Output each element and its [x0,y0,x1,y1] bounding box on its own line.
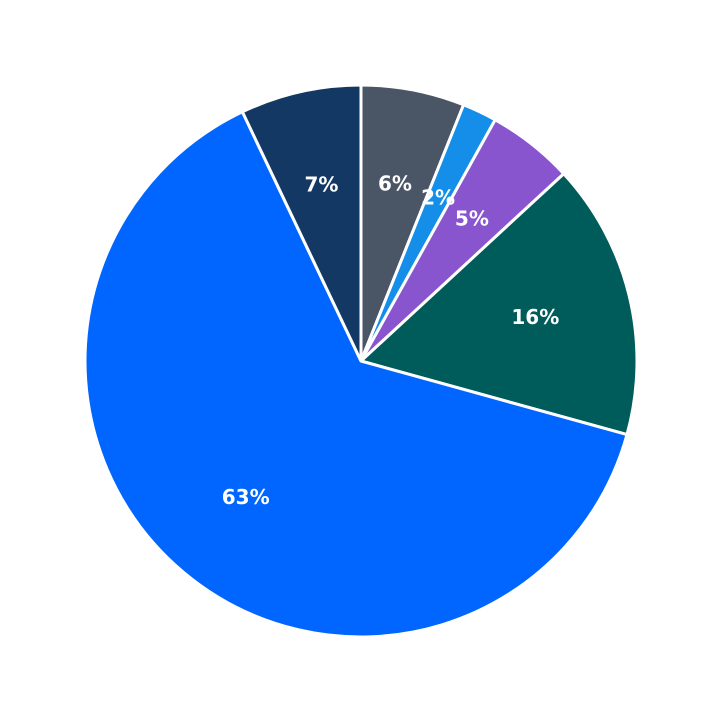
pie-slice [359,172,639,437]
slice-label: 7% [304,173,338,197]
slice-label: 63% [222,485,270,509]
pie-slice [240,83,363,363]
slice-label: 5% [455,206,489,230]
slice-label: 6% [378,171,412,195]
pie-slice [83,110,629,639]
slice-label: 2% [421,186,455,210]
slice-label: 16% [511,305,559,329]
